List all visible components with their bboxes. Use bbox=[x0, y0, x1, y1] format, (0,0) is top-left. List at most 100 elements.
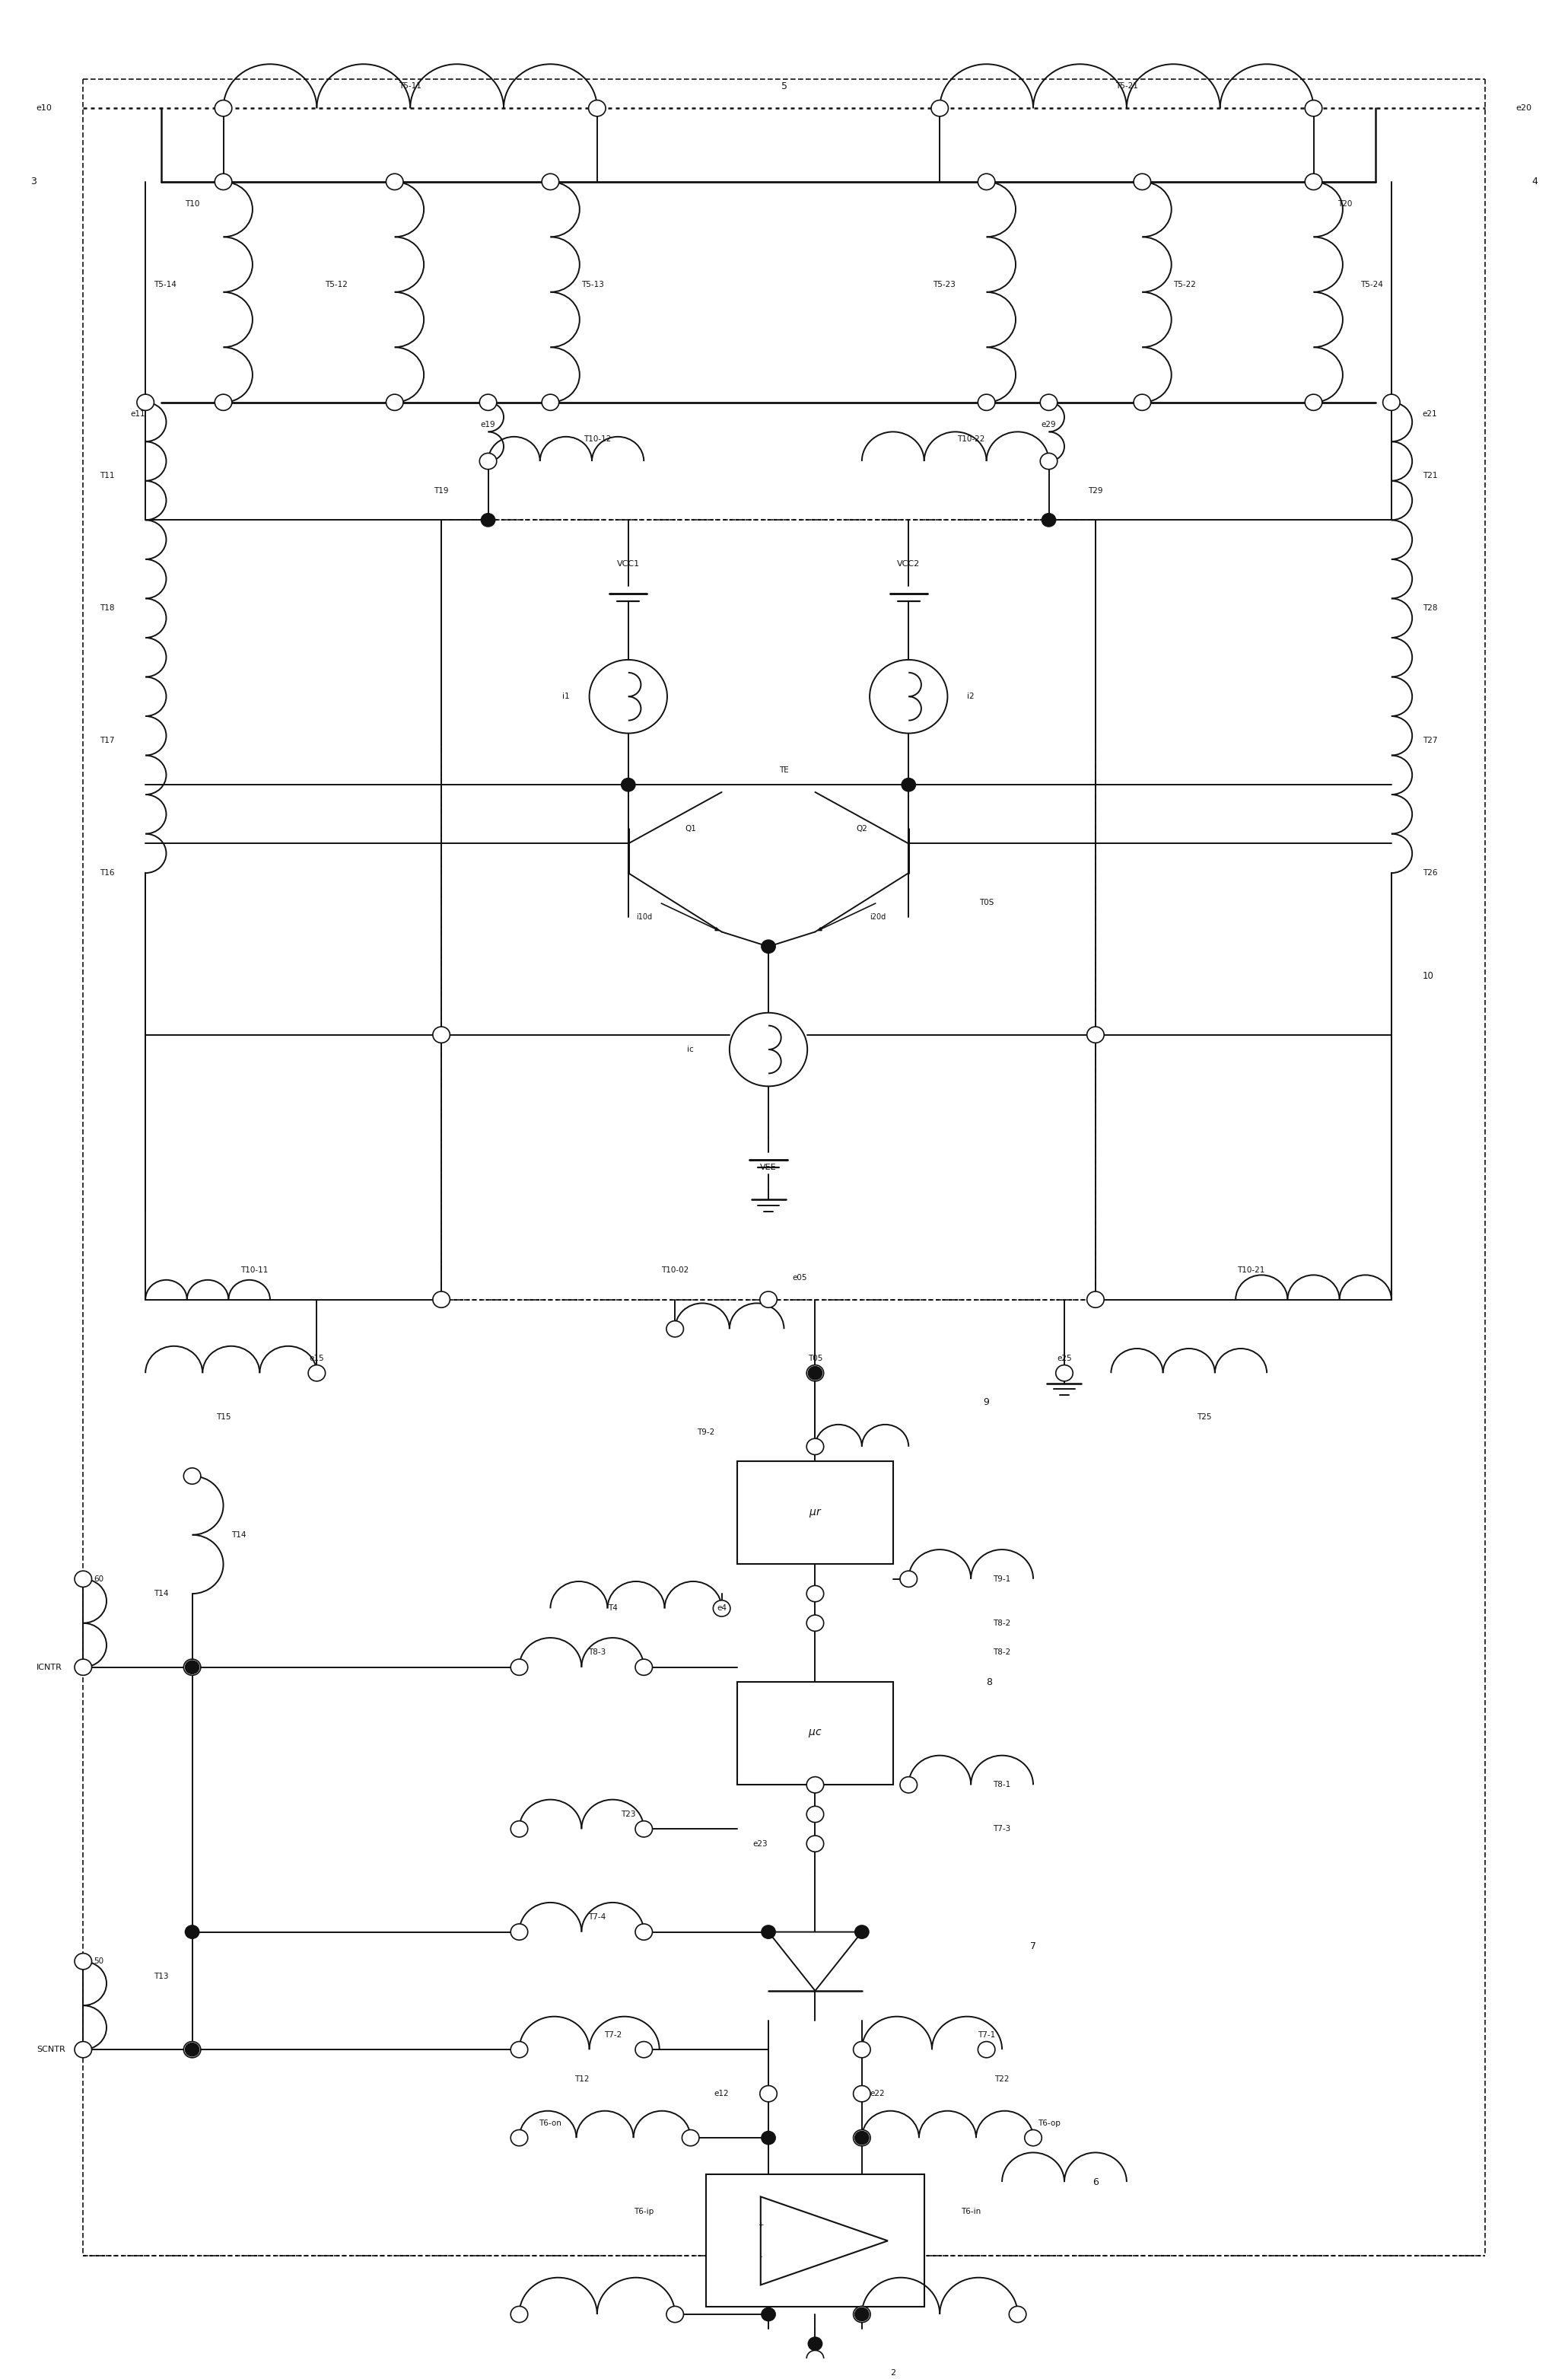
Circle shape bbox=[762, 1925, 776, 1939]
Circle shape bbox=[433, 1292, 450, 1308]
Circle shape bbox=[806, 1806, 823, 1822]
Text: T10-21: T10-21 bbox=[1237, 1266, 1265, 1273]
Text: T26: T26 bbox=[1422, 868, 1438, 878]
Circle shape bbox=[185, 1925, 199, 1939]
Text: Q1: Q1 bbox=[685, 826, 696, 833]
Circle shape bbox=[621, 778, 635, 792]
Circle shape bbox=[480, 452, 497, 469]
Text: i2: i2 bbox=[967, 692, 975, 699]
Circle shape bbox=[806, 2350, 823, 2367]
Text: i20d: i20d bbox=[869, 914, 886, 921]
Circle shape bbox=[666, 2305, 684, 2322]
Circle shape bbox=[1024, 2129, 1041, 2146]
Text: T8-1: T8-1 bbox=[993, 1782, 1011, 1789]
Text: T8-3: T8-3 bbox=[588, 1649, 605, 1656]
Text: T6-op: T6-op bbox=[1038, 2120, 1060, 2127]
Circle shape bbox=[1040, 395, 1057, 412]
Circle shape bbox=[185, 1661, 199, 1675]
Text: TE: TE bbox=[779, 766, 789, 773]
Circle shape bbox=[666, 1320, 684, 1337]
Circle shape bbox=[511, 2305, 528, 2322]
Text: e19: e19 bbox=[481, 421, 495, 428]
Circle shape bbox=[590, 659, 668, 733]
Text: T6-on: T6-on bbox=[539, 2120, 561, 2127]
Text: T10-11: T10-11 bbox=[240, 1266, 268, 1273]
Circle shape bbox=[853, 2129, 870, 2146]
Circle shape bbox=[215, 100, 232, 117]
Text: -: - bbox=[759, 2253, 762, 2260]
Text: T12: T12 bbox=[574, 2074, 590, 2084]
Circle shape bbox=[1010, 2305, 1025, 2322]
Circle shape bbox=[762, 2132, 776, 2143]
Circle shape bbox=[511, 2129, 528, 2146]
Text: T6-in: T6-in bbox=[961, 2208, 982, 2215]
Circle shape bbox=[1040, 452, 1057, 469]
Text: T19: T19 bbox=[434, 488, 448, 495]
Text: e29: e29 bbox=[1041, 421, 1057, 428]
Text: T5-13: T5-13 bbox=[582, 281, 604, 288]
Polygon shape bbox=[760, 2196, 887, 2284]
Text: e21: e21 bbox=[1422, 409, 1438, 419]
Circle shape bbox=[635, 1820, 652, 1837]
Text: T10-02: T10-02 bbox=[662, 1266, 688, 1273]
Text: ICNTR: ICNTR bbox=[36, 1663, 63, 1670]
Circle shape bbox=[511, 1820, 528, 1837]
Circle shape bbox=[1055, 1366, 1073, 1382]
Text: T10-22: T10-22 bbox=[956, 435, 985, 442]
Text: e22: e22 bbox=[870, 2089, 884, 2098]
Circle shape bbox=[511, 1925, 528, 1939]
Text: T5-12: T5-12 bbox=[325, 281, 348, 288]
Circle shape bbox=[1087, 1028, 1104, 1042]
Circle shape bbox=[1305, 100, 1322, 117]
Circle shape bbox=[853, 2086, 870, 2101]
Circle shape bbox=[978, 2041, 996, 2058]
Text: T21: T21 bbox=[1422, 471, 1438, 481]
Text: T7-2: T7-2 bbox=[604, 2032, 621, 2039]
Text: e11: e11 bbox=[130, 409, 146, 419]
Circle shape bbox=[183, 1658, 201, 1675]
Circle shape bbox=[808, 1366, 822, 1380]
Text: T20: T20 bbox=[1338, 200, 1352, 207]
Circle shape bbox=[215, 174, 232, 190]
Circle shape bbox=[1134, 395, 1151, 412]
Text: T10: T10 bbox=[185, 200, 199, 207]
Circle shape bbox=[1305, 174, 1322, 190]
Circle shape bbox=[806, 1777, 823, 1794]
Circle shape bbox=[760, 1292, 778, 1308]
Text: VCC1: VCC1 bbox=[616, 561, 640, 569]
Text: Q2: Q2 bbox=[856, 826, 867, 833]
Circle shape bbox=[806, 1439, 823, 1454]
Text: 4: 4 bbox=[1532, 176, 1538, 186]
Circle shape bbox=[806, 1584, 823, 1601]
Text: i10d: i10d bbox=[635, 914, 652, 921]
Text: +: + bbox=[757, 2222, 764, 2229]
Circle shape bbox=[75, 1658, 91, 1675]
Circle shape bbox=[511, 1658, 528, 1675]
Circle shape bbox=[511, 2041, 528, 2058]
Circle shape bbox=[853, 2305, 870, 2322]
Circle shape bbox=[853, 2041, 870, 2058]
Text: e15: e15 bbox=[309, 1354, 325, 1363]
Text: e4: e4 bbox=[717, 1603, 726, 1613]
Circle shape bbox=[855, 2132, 869, 2143]
Circle shape bbox=[682, 2129, 699, 2146]
Bar bbox=[737, 1461, 894, 1565]
Text: 60: 60 bbox=[94, 1575, 103, 1582]
Text: T5-22: T5-22 bbox=[1173, 281, 1196, 288]
Text: T10-12: T10-12 bbox=[583, 435, 612, 442]
Circle shape bbox=[386, 174, 403, 190]
Circle shape bbox=[481, 514, 495, 526]
Circle shape bbox=[309, 1366, 325, 1382]
Text: T27: T27 bbox=[1422, 737, 1438, 745]
Text: e05: e05 bbox=[792, 1273, 808, 1282]
Text: T7-1: T7-1 bbox=[977, 2032, 996, 2039]
Circle shape bbox=[762, 940, 776, 954]
Text: 6: 6 bbox=[1093, 2177, 1099, 2186]
Text: SCNTR: SCNTR bbox=[36, 2046, 66, 2053]
Text: 3: 3 bbox=[30, 176, 36, 186]
Circle shape bbox=[136, 395, 154, 412]
Text: e12: e12 bbox=[715, 2089, 729, 2098]
Text: ic: ic bbox=[687, 1047, 695, 1054]
Text: 50: 50 bbox=[94, 1958, 103, 1965]
Circle shape bbox=[75, 1953, 91, 1970]
